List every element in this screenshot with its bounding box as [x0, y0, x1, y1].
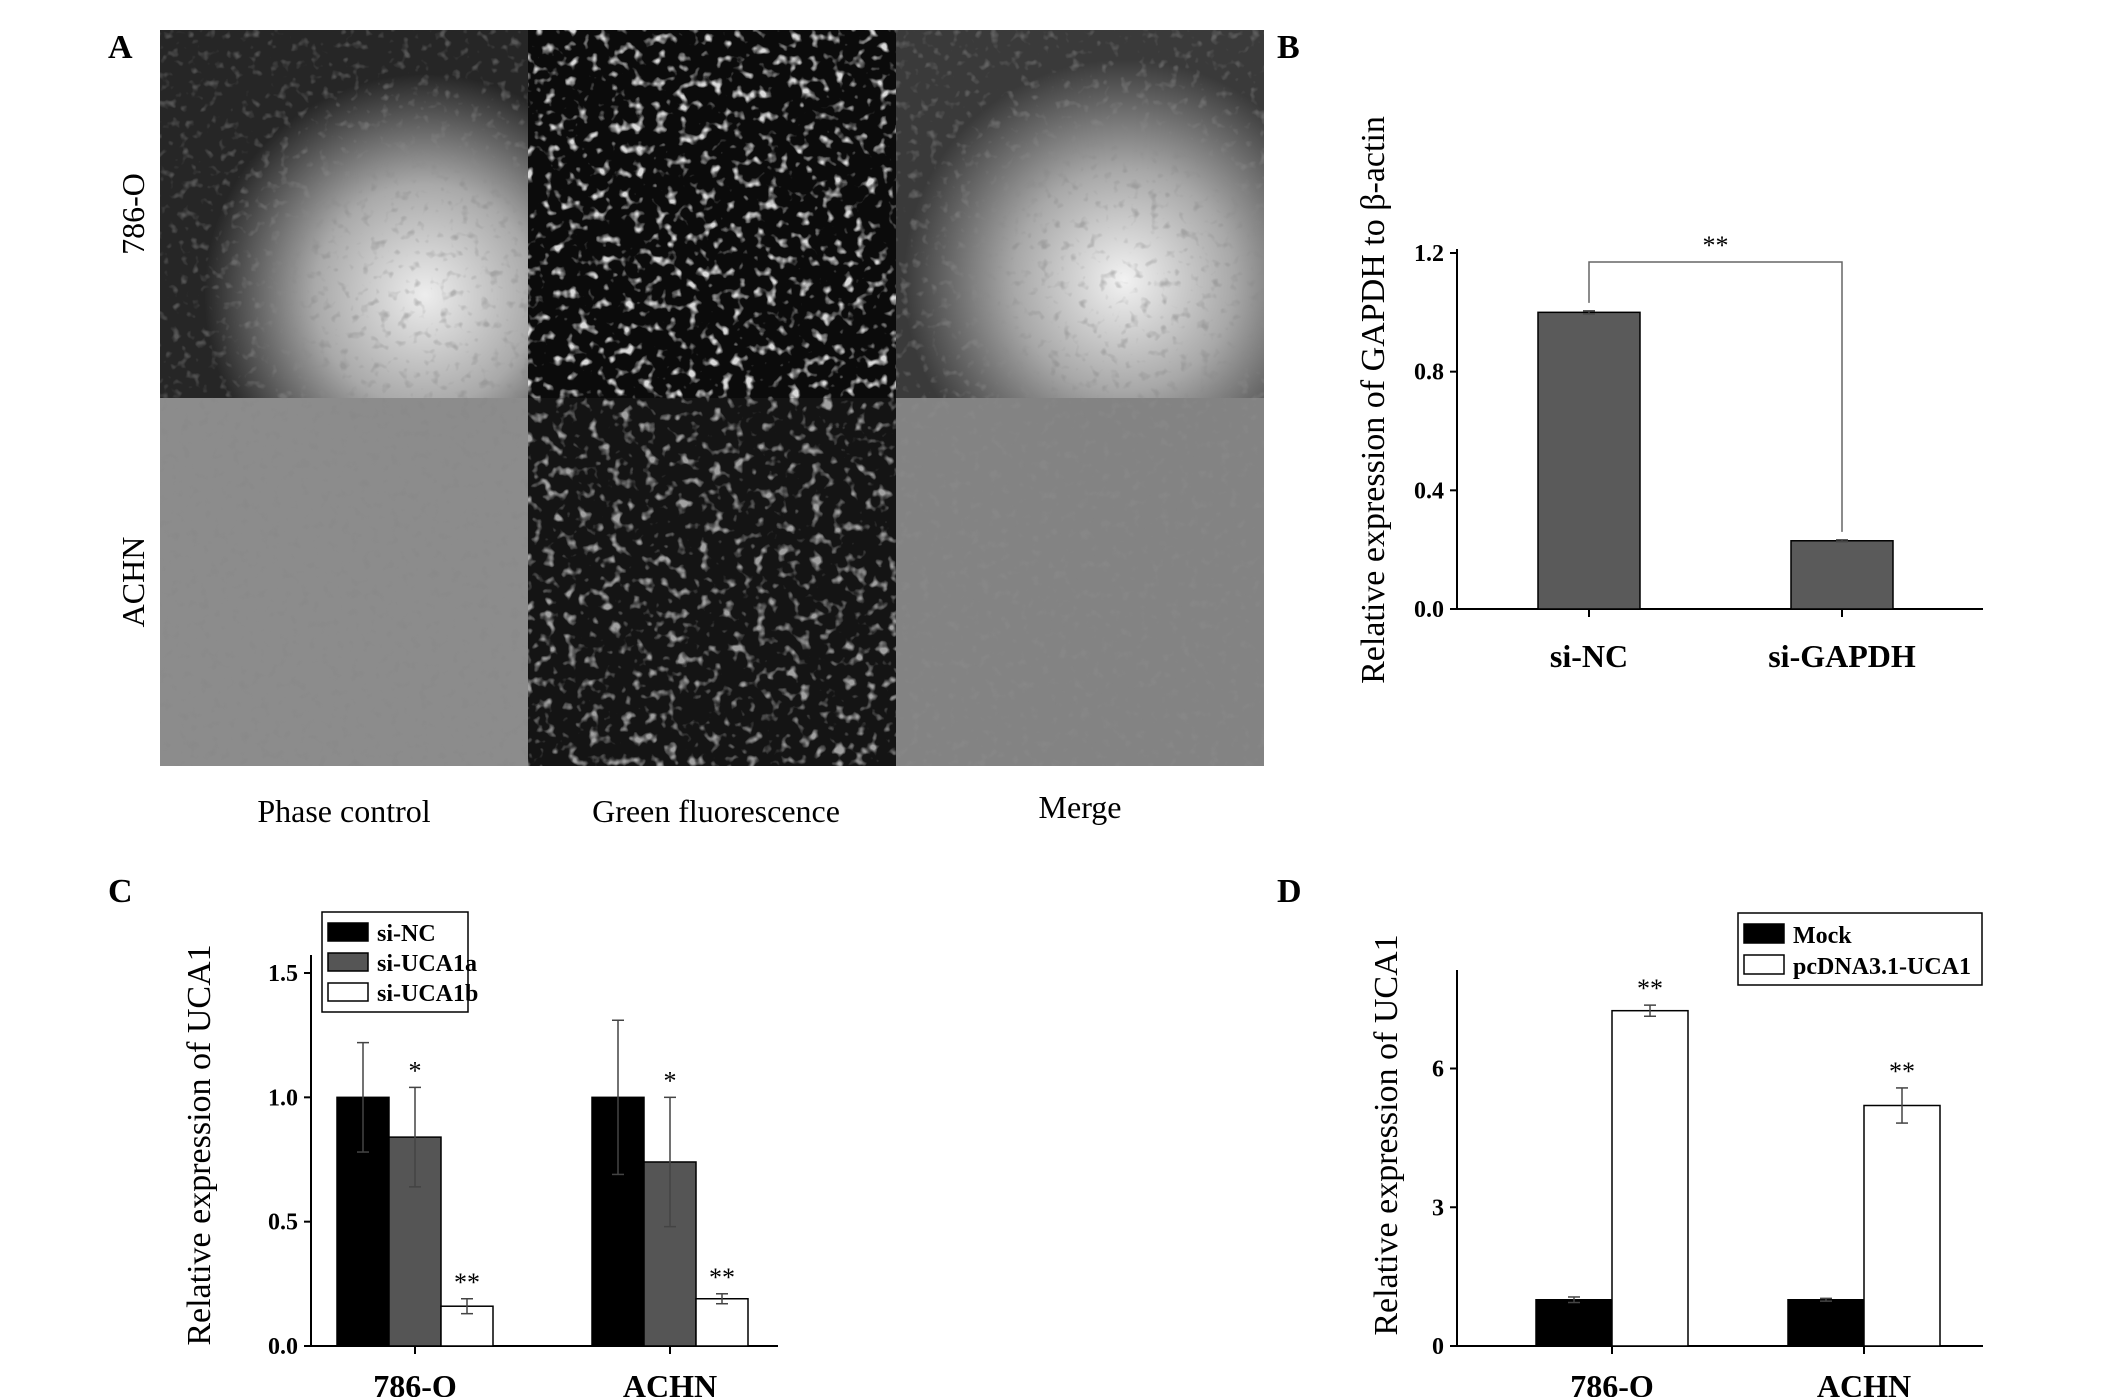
chart-d-category-label: 786-O — [1570, 1368, 1654, 1397]
chart-b-significance-mark: ** — [1703, 231, 1729, 260]
chart-d-bar-ACHN-pcDNA3.1-UCA1 — [1863, 1104, 1941, 1347]
micrograph-achn-phase — [160, 398, 528, 766]
chart-c-ytick-label: 0.0 — [268, 1334, 298, 1360]
chart-c-significance-mark: * — [664, 1066, 677, 1095]
chart-d-legend-swatch-Mock — [1743, 923, 1785, 944]
chart-d-significance-mark: ** — [1889, 1057, 1915, 1086]
row-label-786o: 786-O — [115, 173, 151, 255]
panel-c-letter: C — [108, 873, 133, 910]
chart-b-ytick-label: 0.0 — [1414, 597, 1444, 623]
chart-d-ytick-label: 0 — [1432, 1334, 1444, 1360]
chart-c-legend-swatch-si-UCA1a — [327, 952, 369, 972]
col-label-merge: Merge — [1039, 789, 1122, 825]
chart-b-ylabel: Relative expression of GAPDH to β-actin — [1355, 116, 1392, 684]
chart-b-significance-bracket — [1588, 261, 1843, 532]
chart-b-ytick-label: 0.4 — [1414, 478, 1444, 504]
chart-c-significance-mark: * — [409, 1056, 422, 1085]
chart-b-bar-si-NC — [1537, 311, 1641, 610]
micrograph-achn-green — [528, 398, 896, 766]
chart-d: D Relative expression of UCA1 0 3 6 ** 786-O… — [1277, 873, 1983, 1397]
chart-c-legend-label: si-UCA1a — [377, 951, 477, 977]
chart-c-category-label: 786-O — [373, 1368, 457, 1397]
chart-d-legend-label: pcDNA3.1-UCA1 — [1793, 954, 1971, 980]
chart-c-ytick-label: 1.0 — [268, 1085, 298, 1111]
chart-b-ytick-label: 0.8 — [1414, 360, 1444, 386]
chart-c-legend-label: si-NC — [377, 921, 436, 947]
chart-d-category-label: ACHN — [1817, 1368, 1911, 1397]
chart-c-bar-ACHN-si-UCA1a — [643, 1161, 697, 1347]
chart-d-significance-mark: ** — [1637, 974, 1663, 1003]
chart-c-bar-ACHN-si-UCA1b — [695, 1298, 749, 1347]
col-label-green-fluorescence: Green fluorescence — [592, 793, 840, 829]
chart-c-significance-mark: ** — [709, 1263, 735, 1292]
chart-b-category-label: si-NC — [1550, 638, 1628, 674]
micrograph-achn-merge — [896, 398, 1264, 766]
col-label-phase-control: Phase control — [257, 793, 430, 829]
chart-c-legend-label: si-UCA1b — [377, 981, 478, 1007]
chart-d-ytick-label: 6 — [1432, 1057, 1444, 1083]
chart-c-ytick-label: 1.5 — [268, 961, 298, 987]
chart-c-category-label: ACHN — [623, 1368, 717, 1397]
micrograph-786o-green — [528, 30, 896, 398]
micrograph-786o-merge — [896, 30, 1264, 398]
chart-c-ylabel: Relative expression of UCA1 — [181, 944, 218, 1345]
panel-a-letter: A — [108, 29, 133, 66]
chart-b-bar-si-GAPDH — [1790, 540, 1894, 610]
chart-c-ytick-label: 0.5 — [268, 1210, 298, 1236]
panel-a: A 786-O ACHN Phase control Green fluo — [108, 29, 1264, 829]
chart-b-ytick-label: 1.2 — [1414, 241, 1444, 267]
panel-b-letter: B — [1277, 29, 1300, 66]
panel-d-letter: D — [1277, 873, 1302, 910]
row-label-achn: ACHN — [115, 537, 151, 628]
chart-d-ylabel: Relative expression of UCA1 — [1368, 934, 1405, 1335]
chart-d-ytick-label: 3 — [1432, 1195, 1444, 1221]
chart-d-legend-label: Mock — [1793, 923, 1852, 949]
chart-b-category-label: si-GAPDH — [1768, 638, 1916, 674]
chart-c-legend-swatch-si-UCA1b — [327, 982, 369, 1002]
chart-d-legend-swatch-pcDNA3.1-UCA1 — [1743, 954, 1785, 975]
chart-c-significance-mark: ** — [454, 1268, 480, 1297]
chart-d-bar-786-O-pcDNA3.1-UCA1 — [1611, 1009, 1689, 1347]
chart-d-bar-786-O-Mock — [1535, 1299, 1613, 1347]
chart-c-legend-swatch-si-NC — [327, 922, 369, 942]
chart-c: C Relative expression of UCA1 0.0 0.5 1.0 1… — [108, 873, 778, 1397]
chart-b: B Relative expression of GAPDH to β-acti… — [1277, 29, 1983, 684]
chart-d-bar-ACHN-Mock — [1787, 1299, 1865, 1347]
micrograph-786o-phase — [160, 30, 528, 398]
